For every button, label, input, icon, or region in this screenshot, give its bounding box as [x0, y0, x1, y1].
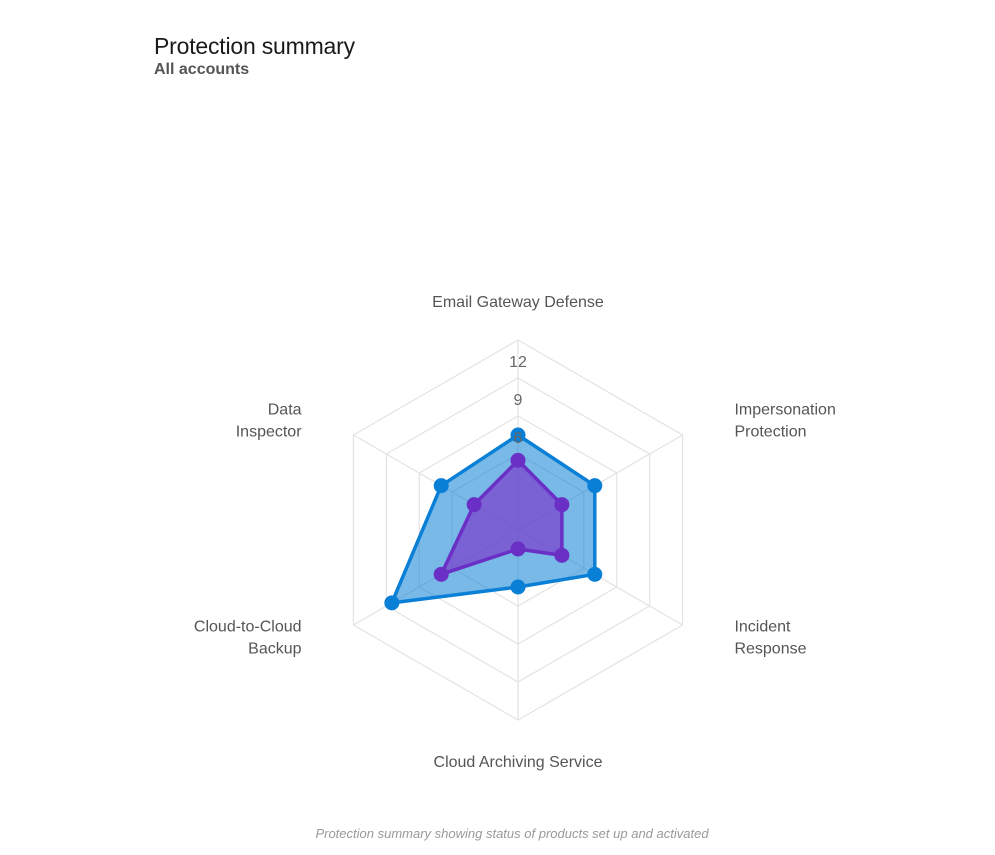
series-0-point-1	[587, 478, 603, 494]
chart-subtitle: All accounts	[154, 61, 250, 78]
series-0-point-2	[587, 566, 603, 582]
series-1-point-1	[554, 497, 570, 513]
chart-header: Protection summary All accounts	[154, 32, 355, 80]
series-0-point-3	[510, 579, 526, 595]
tick-label-0: 6	[514, 430, 523, 447]
axis-label-2: Incident Response	[734, 619, 806, 658]
axis-label-3-line-0: Cloud Archiving Service	[434, 754, 603, 771]
series-1-point-5	[466, 497, 482, 513]
series-0-point-0	[510, 427, 526, 443]
axis-label-3: Cloud Archiving Service	[434, 754, 603, 771]
axis-label-1-line-0: Impersonation	[734, 402, 835, 419]
axis-label-5: Data Inspector	[236, 402, 302, 441]
series-1-point-3	[510, 541, 526, 557]
series-1-point-0	[510, 452, 526, 468]
axis-label-4-line-0: Cloud-to-Cloud	[194, 619, 302, 636]
tick-label-2: 12	[509, 354, 527, 371]
series-0-point-5	[433, 478, 449, 494]
axis-label-4: Cloud-to-Cloud Backup	[194, 619, 302, 658]
axis-label-5-line-0: Data	[268, 402, 302, 419]
axis-label-5-line-1: Inspector	[236, 424, 302, 441]
axis-label-1-line-1: Protection	[734, 424, 806, 441]
series-1-point-2	[554, 547, 570, 563]
series-0-point-4	[384, 595, 400, 611]
axis-label-4-line-1: Backup	[248, 641, 301, 658]
figure-caption: Protection summary showing status of pro…	[315, 826, 709, 841]
chart-title: Protection summary	[154, 33, 355, 59]
axis-label-0: Email Gateway Defense	[432, 294, 604, 311]
axis-label-2-line-1: Response	[734, 641, 806, 658]
axis-label-2-line-0: Incident	[734, 619, 791, 636]
series-1-point-4	[433, 566, 449, 582]
axis-label-0-line-0: Email Gateway Defense	[432, 294, 604, 311]
tick-label-1: 9	[514, 392, 523, 409]
axis-label-1: Impersonation Protection	[734, 402, 835, 441]
